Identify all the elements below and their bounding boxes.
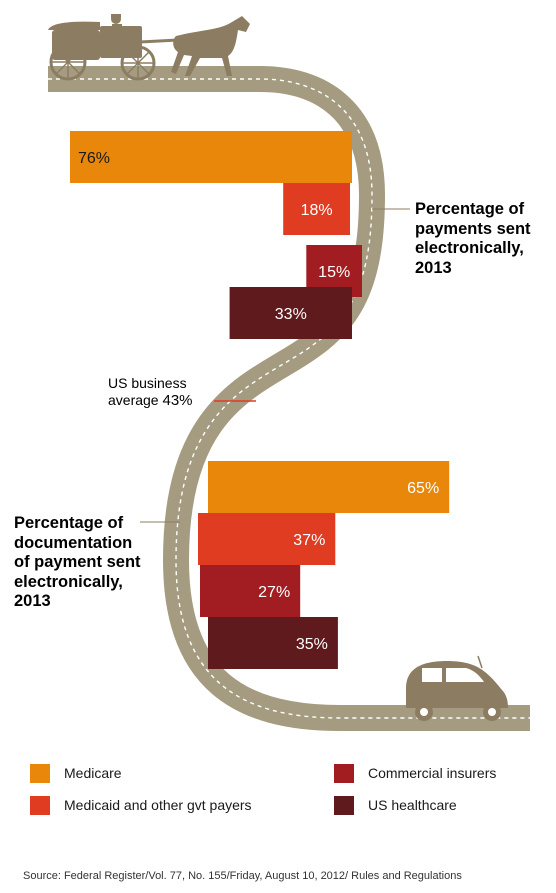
bar-value-label: 76% xyxy=(78,150,110,167)
bar-value-label: 33% xyxy=(275,306,307,323)
us-business-average-label: US business average 43% xyxy=(108,375,218,409)
bar-documentation-3 xyxy=(200,565,301,617)
bottom-chart-title: Percentage of documentation of payment s… xyxy=(14,514,164,612)
bar-documentation-4 xyxy=(208,617,338,669)
bottom-bar-group: 65% 37% 27% 35% xyxy=(198,461,450,669)
average-line-2: average 43% xyxy=(108,392,218,409)
average-text: average xyxy=(108,392,159,408)
title-line: 2013 xyxy=(14,592,51,610)
legend-label: Medicare xyxy=(64,765,122,781)
legend-label: Medicaid and other gvt payers xyxy=(64,797,252,813)
legend-label: Commercial insurers xyxy=(368,765,497,781)
top-chart-title: Percentage of payments sent electronical… xyxy=(415,200,555,278)
title-line: electronically, xyxy=(415,239,524,257)
horse-carriage-icon xyxy=(48,14,250,81)
legend-swatch xyxy=(334,764,354,783)
legend-swatch xyxy=(30,796,50,815)
car-icon xyxy=(406,655,508,721)
bar-value-label: 18% xyxy=(301,202,333,219)
bar-payments-4 xyxy=(229,287,352,339)
title-line: Percentage of xyxy=(415,200,525,218)
title-line: electronically, xyxy=(14,572,123,591)
title-line: Percentage of xyxy=(14,514,124,532)
title-line: documentation xyxy=(14,533,133,552)
bar-value-label: 15% xyxy=(318,264,350,281)
bar-payments-1 xyxy=(70,131,352,183)
title-line: 2013 xyxy=(415,258,452,277)
top-bar-group: 76% 18% 15% 33% xyxy=(70,131,362,339)
legend-swatch xyxy=(30,764,50,783)
bar-value-label: 35% xyxy=(296,636,328,653)
bar-value-label: 27% xyxy=(258,584,290,601)
legend-label: US healthcare xyxy=(368,797,457,813)
title-line: of payment sent xyxy=(14,553,141,571)
source-note: Source: Federal Register/Vol. 77, No. 15… xyxy=(23,870,462,882)
bar-documentation-1 xyxy=(208,461,450,513)
average-value: 43% xyxy=(162,392,193,409)
bar-value-label: 37% xyxy=(293,532,325,549)
bar-payments-2 xyxy=(283,183,350,235)
chart-svg: 76% 18% 15% 33% 65% 37% 27% 35% xyxy=(48,14,530,731)
road-center-line xyxy=(48,78,530,719)
bar-value-label: 65% xyxy=(407,480,439,497)
average-line-1: US business xyxy=(108,375,187,391)
bar-documentation-2 xyxy=(198,513,336,565)
title-line: payments sent xyxy=(415,219,531,238)
legend-swatch xyxy=(334,796,354,815)
